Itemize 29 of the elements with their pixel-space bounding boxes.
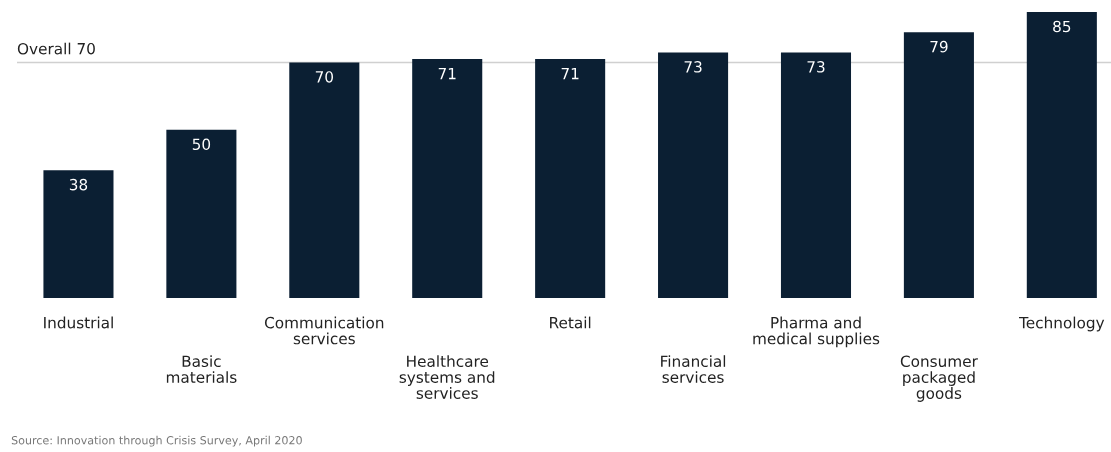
bar (166, 129, 237, 298)
x-tick-label: Retail (550, 316, 591, 329)
x-tick-label: Consumer packaged goods (900, 355, 978, 402)
data-label: 73 (807, 61, 825, 73)
data-label: 79 (930, 40, 948, 53)
data-label: 71 (438, 67, 456, 80)
bar (43, 170, 114, 298)
data-label: 70 (315, 71, 334, 83)
data-label: 71 (561, 67, 579, 80)
data-label: 85 (1053, 20, 1071, 33)
data-label: 73 (684, 61, 702, 73)
bar (412, 59, 483, 298)
bar (780, 52, 852, 298)
x-tick-label: Technology (1019, 316, 1105, 332)
data-label: 38 (69, 178, 88, 191)
data-label: 50 (192, 138, 211, 150)
x-tick-label: Financial services (661, 355, 726, 383)
x-tick-label: Healthcare systems and services (399, 355, 495, 399)
bar (1026, 12, 1097, 298)
source-note: Source: Innovation through Crisis Survey, April 2020 (11, 435, 302, 447)
bar (658, 52, 729, 298)
x-tick-label: Basic materials (166, 355, 237, 383)
x-tick-label: Industrial (44, 316, 113, 329)
bar (289, 62, 360, 298)
x-tick-label: Pharma and medical supplies (753, 316, 880, 348)
bar (903, 32, 974, 298)
bar (535, 59, 606, 298)
x-tick-label: Communication services (264, 316, 384, 345)
ref-line-label: Overall 70 (17, 42, 95, 55)
